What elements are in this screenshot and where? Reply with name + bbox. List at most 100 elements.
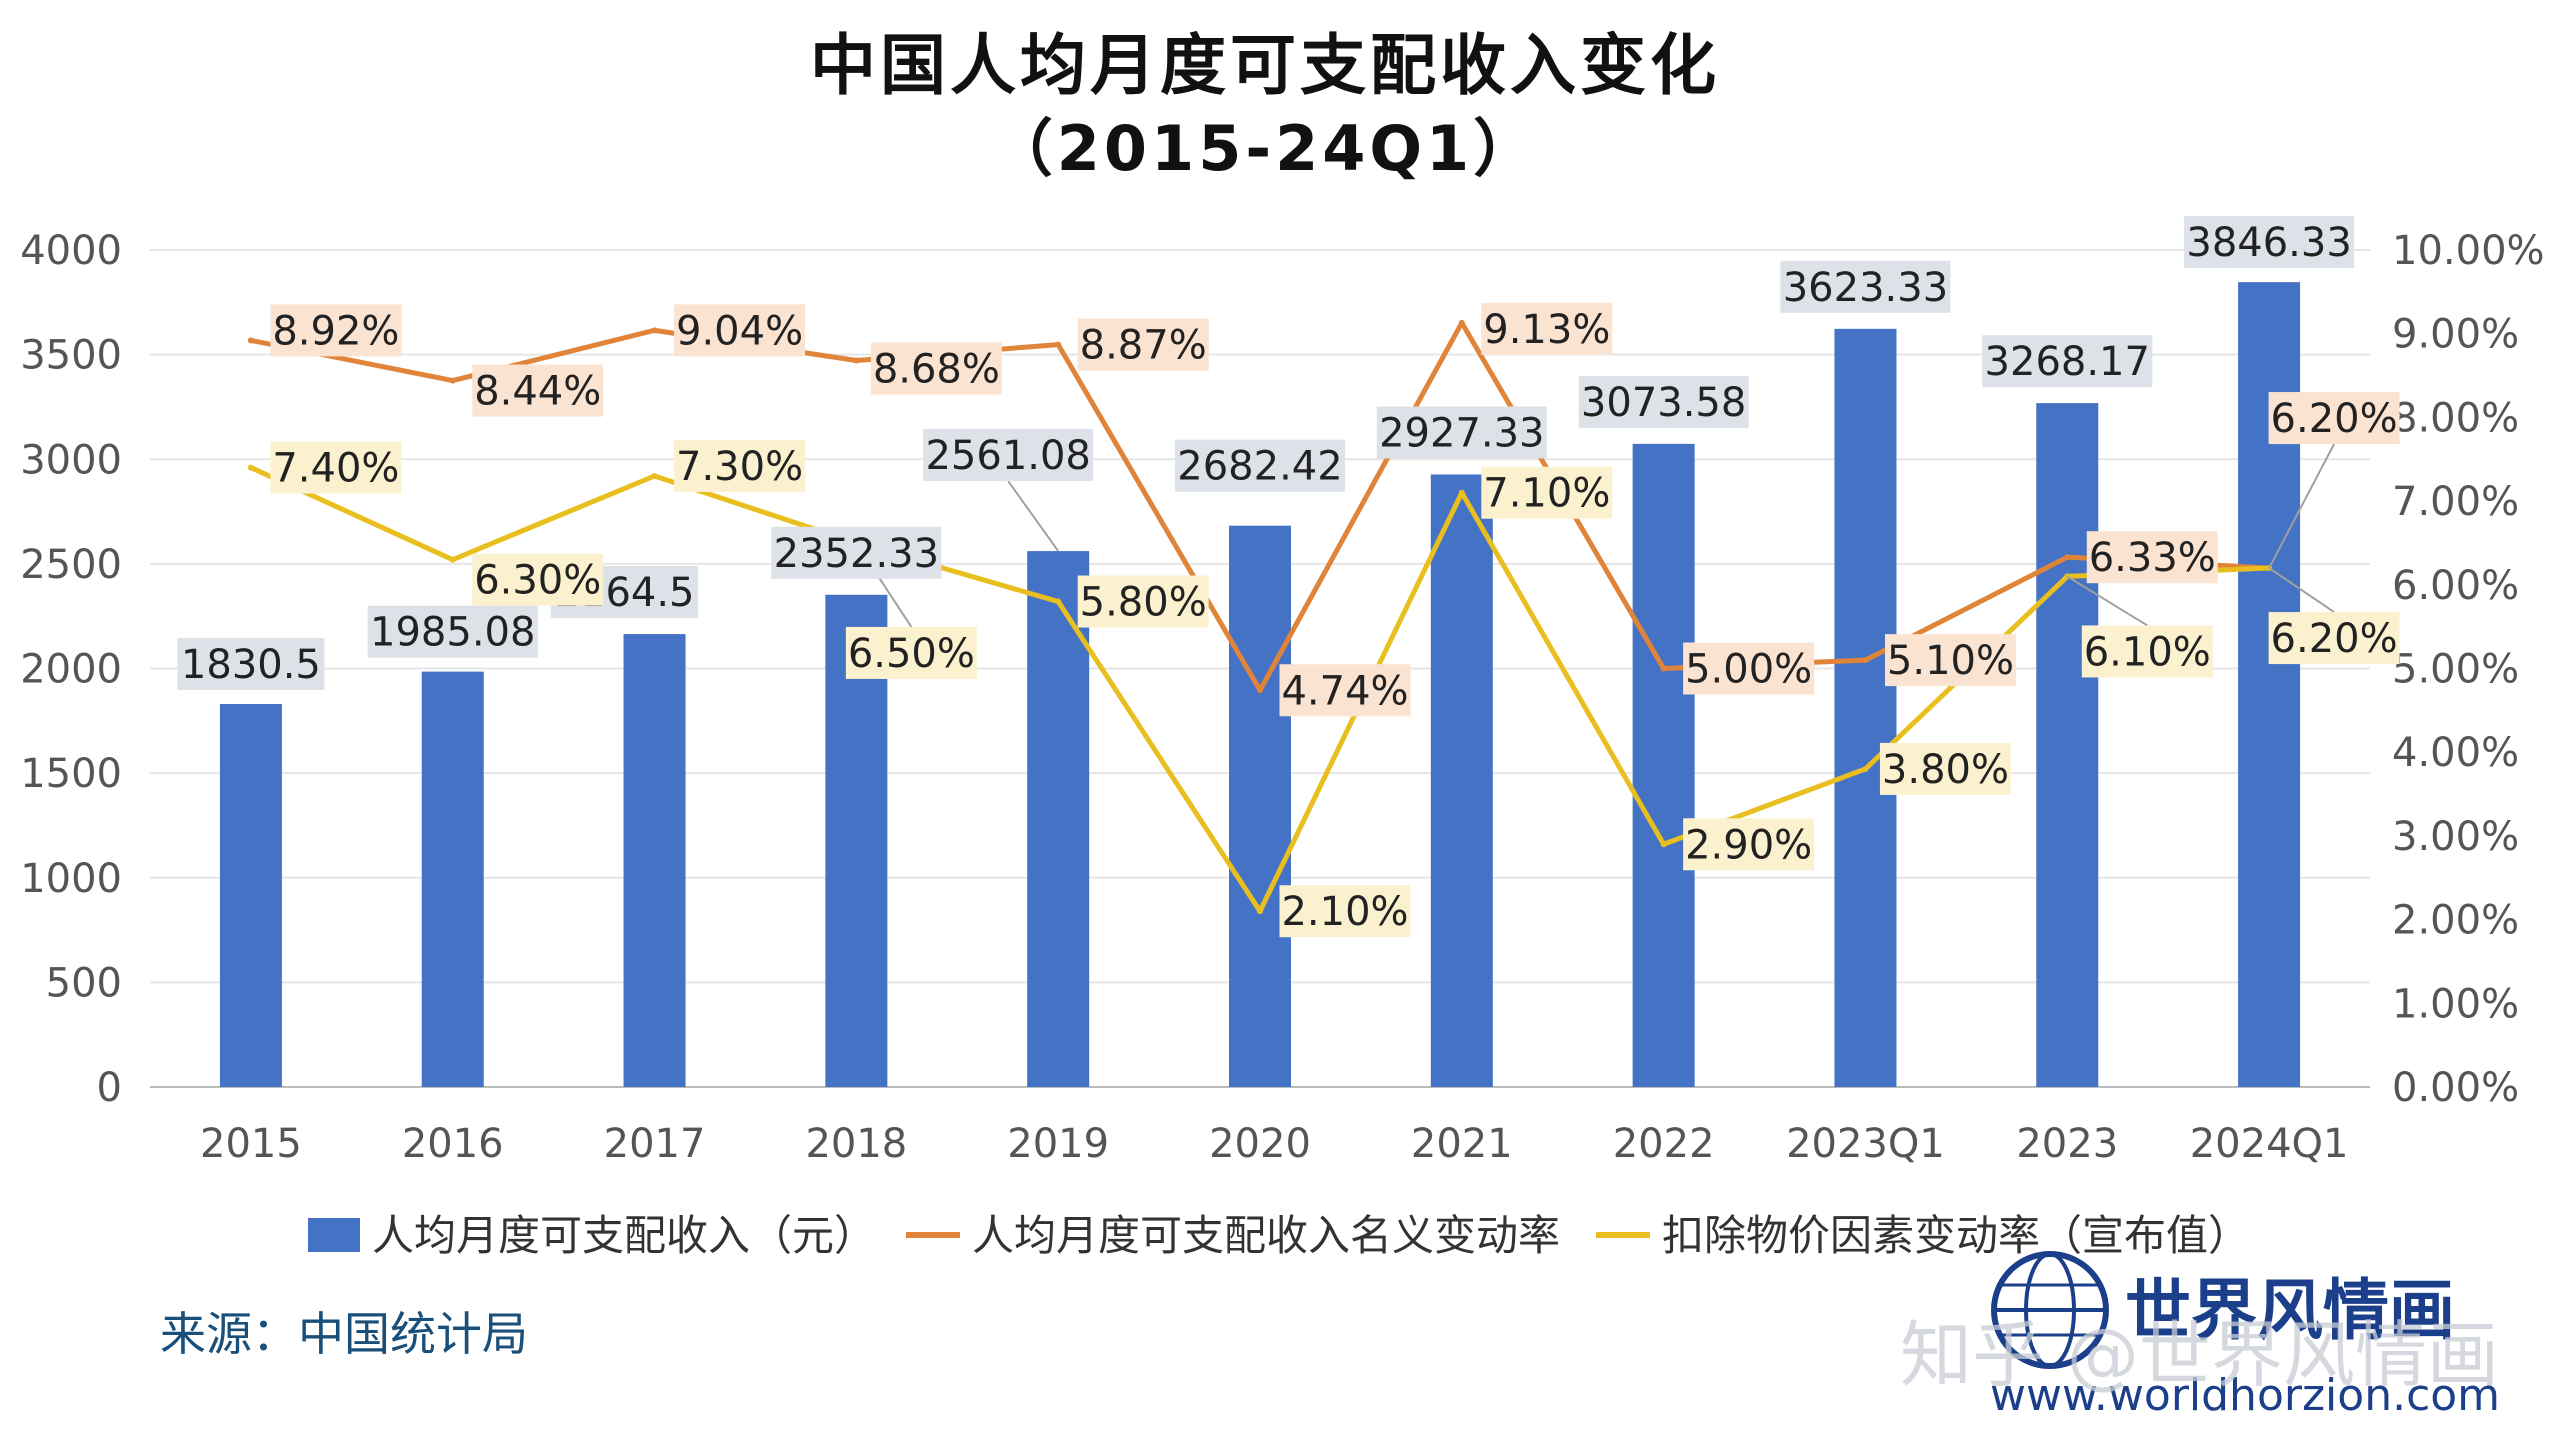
x-axis: 2015 2016 2017 2018 2019 2020 2021 2022 2023Q1 20… xyxy=(200,1121,2348,1167)
data-label: 1985.08 xyxy=(370,610,535,656)
y-right-tick-label: 0.00% xyxy=(2392,1065,2519,1111)
data-label: 5.80% xyxy=(1080,580,1207,626)
line-point xyxy=(1257,687,1263,694)
data-label: 3268.17 xyxy=(1985,339,2150,385)
data-label: 8.68% xyxy=(873,346,1000,392)
legend-label-bar: 人均月度可支配收入（元） xyxy=(372,1211,876,1260)
data-label: 2682.42 xyxy=(1177,444,1342,490)
y-right-tick-label: 1.00% xyxy=(2392,981,2519,1027)
chart-title: 中国人均月度可支配收入变化 xyxy=(810,27,1720,104)
legend-label-real: 扣除物价因素变动率（宣布值） xyxy=(1662,1211,2250,1260)
source-note: 来源：中国统计局 xyxy=(160,1307,528,1361)
data-label-bg xyxy=(1481,466,1613,519)
data-label: 8.44% xyxy=(474,369,601,415)
y-left-tick-label: 500 xyxy=(46,960,122,1006)
data-label: 9.04% xyxy=(676,308,803,354)
data-label: 6.50% xyxy=(848,631,975,677)
data-label: 5.10% xyxy=(1887,638,2014,684)
line-point xyxy=(1660,665,1667,672)
globe-logo-icon xyxy=(1991,1251,2109,1369)
line-point xyxy=(651,472,658,479)
line-point xyxy=(1055,341,1062,348)
y-right-tick-label: 5.00% xyxy=(2392,647,2519,693)
data-label-bg xyxy=(2081,625,2213,678)
line-point xyxy=(651,327,658,334)
data-label-bg xyxy=(2268,612,2400,665)
line-point xyxy=(1458,319,1465,326)
data-label: 2927.33 xyxy=(1379,410,1544,456)
data-label-bg xyxy=(2184,216,2355,269)
data-label: 1830.5 xyxy=(181,642,321,688)
x-tick-label: 2023 xyxy=(2016,1121,2118,1167)
data-label-bg xyxy=(177,637,325,690)
data-label-bg xyxy=(270,441,402,494)
line-point xyxy=(247,337,254,344)
data-label-bg xyxy=(270,304,402,357)
data-label: 3073.58 xyxy=(1581,380,1746,426)
data-label: 2.10% xyxy=(1281,889,1408,935)
x-tick-label: 2015 xyxy=(200,1121,302,1167)
leader-line xyxy=(2268,567,2335,613)
leader-line xyxy=(2268,443,2335,569)
y-right-tick-label: 4.00% xyxy=(2392,730,2519,776)
x-tick-label: 2022 xyxy=(1613,1121,1715,1167)
y-left-tick-label: 0 xyxy=(97,1065,122,1111)
x-tick-label: 2020 xyxy=(1209,1121,1311,1167)
y-left-tick-label: 4000 xyxy=(20,228,122,274)
line-point xyxy=(1055,598,1062,605)
y-left-tick-label: 2500 xyxy=(20,542,122,588)
data-label-bg xyxy=(870,342,1002,395)
data-label-bg xyxy=(2086,531,2218,584)
line-point xyxy=(247,464,254,471)
data-label: 3623.33 xyxy=(1783,265,1948,311)
data-label-bg xyxy=(2268,392,2400,445)
data-label-bg xyxy=(472,553,604,606)
data-label-bg xyxy=(1683,642,1815,695)
data-label: 2352.33 xyxy=(774,531,939,577)
y-right-tick-label: 2.00% xyxy=(2392,898,2519,944)
data-label: 8.87% xyxy=(1080,323,1207,369)
y-left-tick-label: 3000 xyxy=(20,437,122,483)
line-point xyxy=(449,377,456,384)
y-axis-right: 0.00% 1.00% 2.00% 3.00% 4.00% 5.00% 6.00% 7.00%… xyxy=(2392,228,2545,1111)
data-label: 7.30% xyxy=(676,444,803,490)
data-label-bg xyxy=(1279,664,1411,717)
data-label-bg xyxy=(1683,818,1815,871)
watermark-brand: 世界风情画 xyxy=(2125,1272,2455,1349)
y-left-tick-label: 3500 xyxy=(20,333,122,379)
bar xyxy=(421,671,484,1087)
data-label: 6.20% xyxy=(2271,616,2398,662)
data-label-bg xyxy=(1578,375,1749,428)
data-label: 3846.33 xyxy=(2186,220,2351,266)
leader-line xyxy=(2066,575,2148,627)
legend-label-nominal: 人均月度可支配收入名义变动率 xyxy=(972,1211,1560,1260)
data-label: 7.40% xyxy=(272,446,399,492)
data-label: 6.30% xyxy=(474,558,601,604)
line-point xyxy=(1862,765,1869,772)
data-label-bg xyxy=(1077,318,1209,371)
data-label: 7.10% xyxy=(1483,471,1610,517)
y-right-tick-label: 7.00% xyxy=(2392,479,2519,525)
y-left-tick-label: 1500 xyxy=(20,751,122,797)
data-label-bg xyxy=(674,304,806,357)
data-label: 4.74% xyxy=(1281,668,1408,714)
data-label-bg xyxy=(923,429,1094,482)
data-label-bg xyxy=(1376,406,1547,459)
data-label-bg xyxy=(1175,439,1345,492)
data-label: 8.92% xyxy=(272,308,399,354)
x-tick-label: 2024Q1 xyxy=(2190,1121,2349,1167)
leader-line xyxy=(1007,480,1059,552)
data-label-bg xyxy=(1884,634,2016,687)
data-label: 6.10% xyxy=(2084,629,2211,675)
x-tick-label: 2017 xyxy=(604,1121,706,1167)
bar-series xyxy=(219,282,2301,1088)
bar xyxy=(1632,443,1695,1087)
watermark: 世界风情画 www.worldhorzion.com 知乎 @世界风情画 xyxy=(1900,1251,2500,1421)
bar xyxy=(1229,525,1291,1087)
x-tick-label: 2021 xyxy=(1411,1121,1513,1167)
y-left-tick-label: 2000 xyxy=(20,647,122,693)
data-label-bg xyxy=(771,526,942,579)
data-label: 6.33% xyxy=(2089,535,2216,581)
